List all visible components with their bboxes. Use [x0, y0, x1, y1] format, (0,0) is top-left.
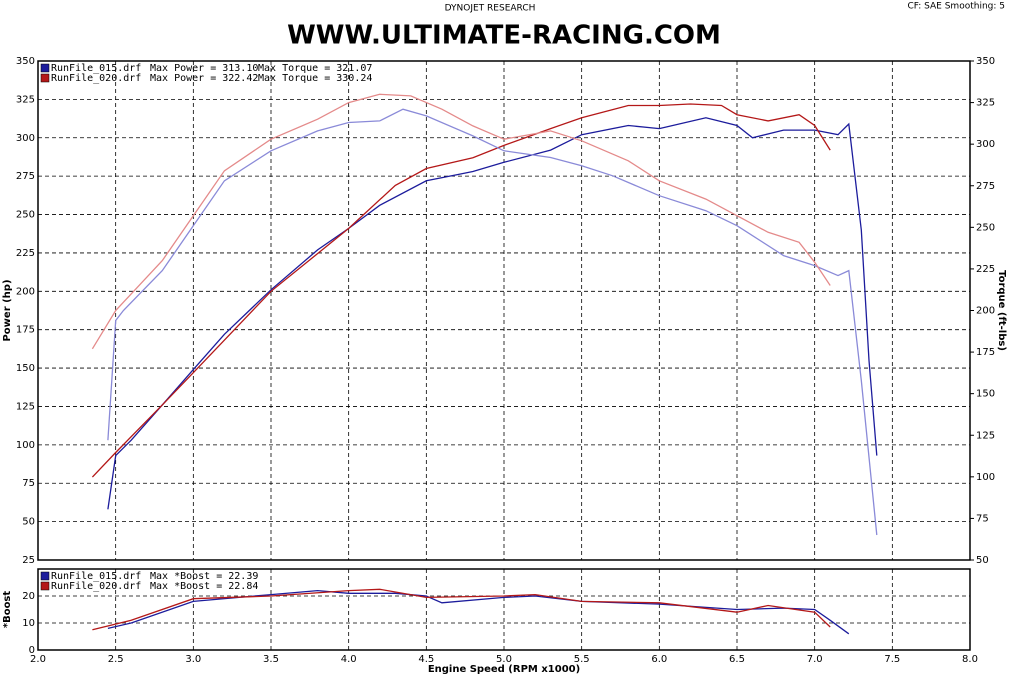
header-right: CF: SAE Smoothing: 5: [907, 2, 1005, 12]
y-tick-label: 50: [22, 517, 35, 528]
y-tick-label: 200: [16, 286, 35, 297]
x-tick-label: 2.0: [30, 654, 46, 665]
data-line: [91, 103, 831, 478]
x-tick-label: 6.0: [651, 654, 667, 665]
x-axis-label: Engine Speed (RPM x1000): [428, 664, 580, 675]
x-tick-label: 6.5: [729, 654, 745, 665]
data-line: [107, 108, 878, 536]
legend-swatch: [40, 63, 50, 73]
y-tick-label: 75: [22, 478, 35, 489]
chart-title: WWW.ULTIMATE-RACING.COM: [287, 21, 721, 51]
y-tick-label: 25: [22, 555, 35, 566]
plot-area: [37, 60, 971, 561]
y2-tick-label: 250: [976, 222, 995, 233]
x-tick-label: 7.5: [884, 654, 900, 665]
y-tick-label: 175: [16, 325, 35, 336]
legend-value: Max Power = 322.42: [150, 73, 258, 84]
legend-torque: Max Torque = 321.07: [258, 63, 372, 74]
legend-value: Max *Boost = 22.39: [150, 571, 258, 582]
x-tick-label: 3.5: [263, 654, 279, 665]
data-line: [92, 588, 831, 631]
legend-swatch: [40, 73, 50, 83]
y2-tick-label: 275: [976, 181, 995, 192]
y2-tick-label: 125: [976, 430, 995, 441]
legend-name: RunFile_015.drf: [51, 571, 141, 582]
y2-tick-label: 175: [976, 347, 995, 358]
legend-name: RunFile_020.drf: [51, 73, 141, 84]
y-axis-label: *Boost: [2, 591, 13, 629]
y-tick-label: 125: [16, 401, 35, 412]
x-tick-label: 5.0: [496, 654, 512, 665]
y2-tick-label: 325: [976, 98, 995, 109]
data-line: [91, 93, 831, 350]
y-tick-label: 250: [16, 210, 35, 221]
y2-tick-label: 100: [976, 472, 995, 483]
legend-name: RunFile_020.drf: [51, 581, 141, 592]
y-tick-label: 275: [16, 171, 35, 182]
y-tick-label: 150: [16, 363, 35, 374]
y-axis-label: Power (hp): [2, 279, 13, 341]
y-tick-label: 225: [16, 248, 35, 259]
data-line: [107, 117, 878, 510]
x-tick-label: 5.5: [574, 654, 590, 665]
y-tick-label: 300: [16, 133, 35, 144]
y2-tick-label: 300: [976, 139, 995, 150]
y-tick-label: 350: [16, 56, 35, 67]
y-tick-label: 100: [16, 440, 35, 451]
y2-tick-label: 50: [976, 555, 989, 566]
x-tick-label: 3.0: [185, 654, 201, 665]
x-tick-label: 8.0: [962, 654, 978, 665]
y2-tick-label: 225: [976, 264, 995, 275]
x-tick-label: 7.0: [807, 654, 823, 665]
y2-axis-label: Torque (ft-lbs): [996, 270, 1007, 351]
legend-swatch: [40, 581, 50, 591]
y2-tick-label: 350: [976, 56, 995, 67]
x-tick-label: 2.5: [108, 654, 124, 665]
y2-tick-label: 150: [976, 389, 995, 400]
y-tick-label: 20: [22, 591, 35, 602]
x-tick-label: 4.0: [341, 654, 357, 665]
y-tick-label: 10: [22, 618, 35, 629]
legend-name: RunFile_015.drf: [51, 63, 141, 74]
legend-swatch: [40, 571, 50, 581]
y2-tick-label: 200: [976, 306, 995, 317]
legend-torque: Max Torque = 330.24: [258, 73, 372, 84]
y-tick-label: 0: [29, 645, 35, 656]
y-tick-label: 325: [16, 94, 35, 105]
x-tick-label: 4.5: [418, 654, 434, 665]
header-left: DYNOJET RESEARCH: [445, 4, 536, 14]
legend-value: Max Power = 313.10: [150, 63, 258, 74]
legend-value: Max *Boost = 22.84: [150, 581, 258, 592]
y2-tick-label: 75: [976, 513, 989, 524]
